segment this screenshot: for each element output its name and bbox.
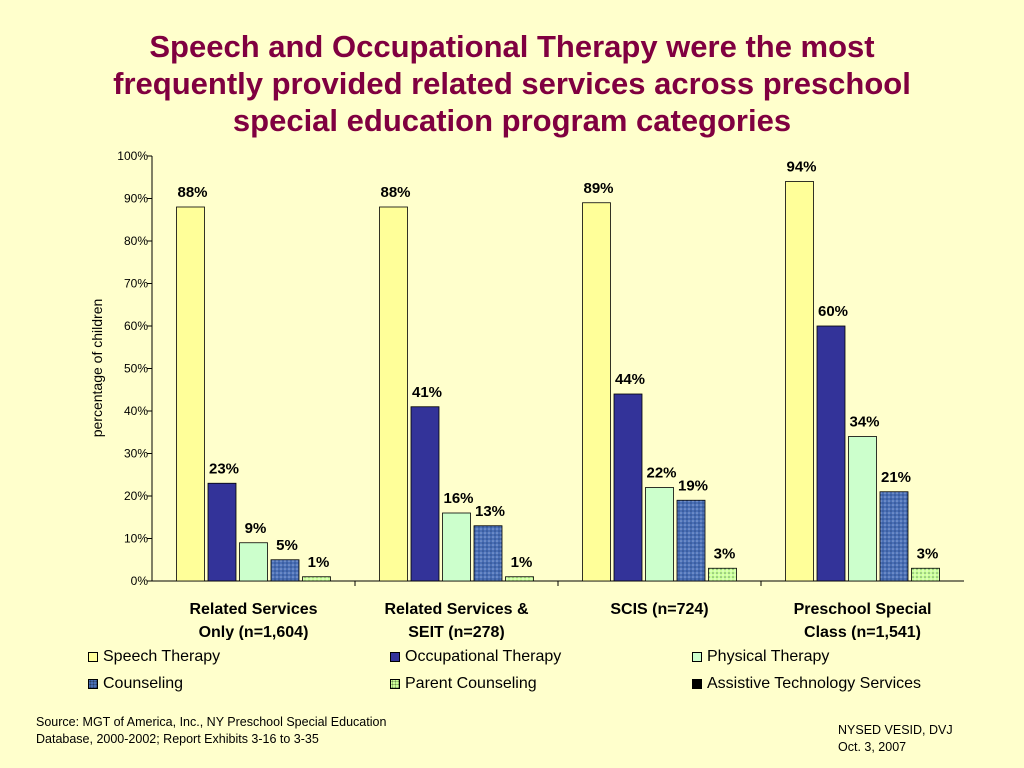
legend-item-speech-therapy: Speech Therapy	[88, 648, 220, 666]
bar-chart: 0% 10% 20% 30% 40% 50% 60% 70% 80% 90% 100% 88% 23%…	[89, 149, 964, 640]
bar-physical-therapy	[239, 542, 268, 582]
x-category-label: Related Services	[189, 601, 317, 618]
y-tick-label: 10%	[124, 532, 148, 546]
data-labels: 88% 23% 9% 5% 1% 88% 41% 16%13% 1% 89% 44% 22%19% 3%…	[177, 159, 938, 571]
bar-counseling	[676, 499, 706, 582]
bar-speech-therapy	[379, 206, 408, 582]
bar-physical-therapy	[442, 512, 471, 582]
bar-occupational-therapy	[410, 406, 440, 582]
source-line-2: Database, 2000-2002; Report Exhibits 3-1…	[36, 732, 319, 746]
data-label: 88%	[380, 184, 410, 201]
y-axis-ticks: 0% 10% 20% 30% 40% 50% 60% 70% 80% 90% 100%	[117, 149, 964, 588]
legend-label: Occupational Therapy	[405, 648, 562, 665]
data-label: 34%	[849, 414, 879, 431]
legend-swatch	[390, 652, 400, 662]
legend-swatch	[88, 652, 98, 662]
legend-swatch	[390, 679, 400, 689]
legend-label: Physical Therapy	[707, 648, 830, 665]
y-tick-label: 70%	[124, 277, 148, 291]
title-line-2: frequently provided related services acr…	[113, 66, 911, 101]
y-tick-label: 80%	[124, 234, 148, 248]
data-label: 88%	[177, 184, 207, 201]
data-label: 23%	[209, 460, 239, 477]
x-category-label: SEIT (n=278)	[408, 624, 504, 640]
legend-swatch	[692, 652, 702, 662]
bar-speech-therapy	[785, 181, 814, 582]
x-category-label: Only (n=1,604)	[199, 624, 309, 640]
y-tick-label: 30%	[124, 447, 148, 461]
bar-speech-therapy	[176, 206, 205, 582]
title-line-3: special education program categories	[232, 103, 792, 138]
bar-occupational-therapy	[816, 325, 846, 582]
footer-credit: NYSED VESID, DVJ Oct. 3, 2007	[838, 722, 953, 756]
legend-item-assistive-technology-services: Assistive Technology Services	[692, 675, 921, 693]
bars	[176, 181, 940, 582]
y-tick-label: 90%	[124, 192, 148, 206]
data-label: 94%	[786, 159, 816, 176]
title-line-1: Speech and Occupational Therapy were the…	[149, 29, 875, 64]
y-tick-label: 100%	[117, 149, 148, 163]
data-label: 44%	[615, 371, 645, 388]
data-label: 1%	[308, 554, 330, 571]
legend-item-physical-therapy: Physical Therapy	[692, 648, 829, 666]
data-label: 21%	[881, 469, 911, 486]
legend-item-counseling: Counseling	[88, 675, 183, 693]
bar-parent-counseling	[708, 567, 737, 582]
data-label: 13%	[475, 503, 505, 520]
legend-swatch	[692, 679, 702, 689]
data-label: 1%	[511, 554, 533, 571]
data-label: 16%	[443, 490, 473, 507]
bar-parent-counseling	[505, 576, 534, 582]
legend-label: Speech Therapy	[103, 648, 221, 665]
data-label: 41%	[412, 384, 442, 401]
legend-label: Counseling	[103, 675, 184, 692]
legend-label: Parent Counseling	[405, 675, 537, 692]
footer-line-1: NYSED VESID, DVJ	[838, 723, 953, 737]
source-line-1: Source: MGT of America, Inc., NY Prescho…	[36, 715, 387, 729]
bar-counseling	[270, 559, 300, 582]
data-label: 22%	[646, 465, 676, 482]
x-category-label: Class (n=1,541)	[804, 624, 921, 640]
chart-title: Speech and Occupational Therapy were the…	[40, 28, 984, 139]
x-category-label: SCIS (n=724)	[610, 601, 708, 618]
data-label: 89%	[583, 180, 613, 197]
legend-item-parent-counseling: Parent Counseling	[390, 675, 537, 693]
y-tick-label: 0%	[131, 574, 149, 588]
bar-occupational-therapy	[207, 482, 237, 582]
bar-parent-counseling	[911, 567, 940, 582]
bar-counseling	[879, 491, 909, 582]
data-label: 9%	[245, 520, 267, 537]
x-category-label: Preschool Special	[794, 601, 932, 618]
category-labels: Related Services Only (n=1,604) Related Se…	[189, 601, 931, 640]
bar-parent-counseling	[302, 576, 331, 582]
y-tick-label: 40%	[124, 404, 148, 418]
legend-swatch	[88, 679, 98, 689]
y-tick-label: 50%	[124, 362, 148, 376]
source-note: Source: MGT of America, Inc., NY Prescho…	[36, 714, 386, 748]
data-label: 3%	[714, 545, 736, 562]
data-label: 60%	[818, 303, 848, 320]
legend-label: Assistive Technology Services	[707, 675, 922, 692]
bar-physical-therapy	[645, 487, 674, 582]
footer-line-2: Oct. 3, 2007	[838, 740, 907, 754]
bar-occupational-therapy	[613, 393, 643, 582]
bar-speech-therapy	[582, 202, 611, 582]
y-axis-label: percentage of children	[89, 299, 105, 438]
x-category-label: Related Services &	[384, 601, 529, 618]
data-label: 19%	[678, 477, 708, 494]
bar-physical-therapy	[848, 436, 877, 582]
y-tick-label: 60%	[124, 319, 148, 333]
y-tick-label: 20%	[124, 489, 148, 503]
data-label: 5%	[276, 537, 298, 554]
data-label: 3%	[917, 545, 939, 562]
legend-item-occupational-therapy: Occupational Therapy	[390, 648, 561, 666]
bar-counseling	[473, 525, 503, 582]
